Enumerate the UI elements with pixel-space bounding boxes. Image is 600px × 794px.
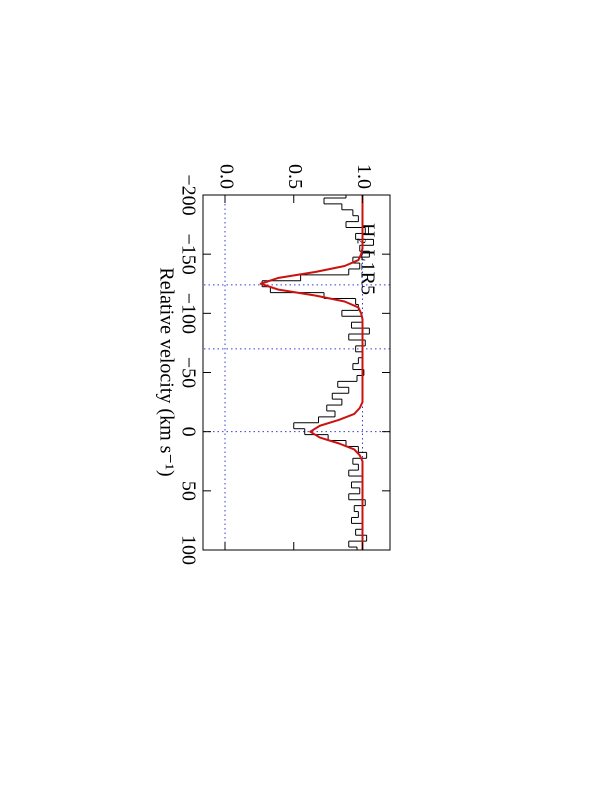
- y-tick-label: 0.5: [284, 164, 306, 189]
- rotated-plot: H₂ L1R5 Relative velocity (km s⁻¹) −200−…: [155, 164, 391, 565]
- y-tick-label: 0.0: [215, 164, 237, 189]
- x-axis-label: Relative velocity (km s⁻¹): [155, 267, 177, 476]
- x-tick-label: −50: [177, 357, 199, 388]
- model-line: [259, 195, 364, 550]
- x-tick-label: −100: [177, 293, 199, 334]
- x-tick-label: −200: [177, 174, 199, 215]
- y-tick-label: 1.0: [353, 164, 375, 189]
- x-tick-label: 0: [177, 427, 199, 437]
- x-tick-label: 50: [177, 481, 199, 501]
- x-tick-label: 100: [177, 535, 199, 565]
- x-tick-label: −150: [177, 234, 199, 275]
